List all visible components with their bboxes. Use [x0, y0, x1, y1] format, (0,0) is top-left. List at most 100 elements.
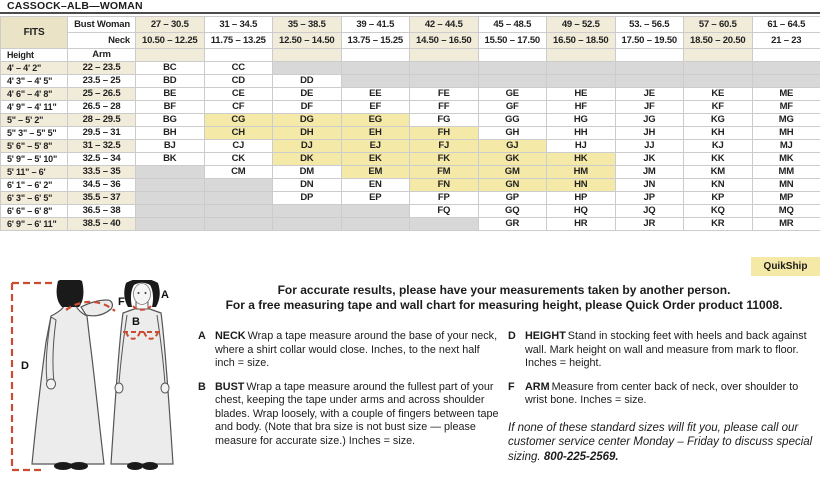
size-cell-DK: DK — [272, 152, 342, 166]
arm-range: 28 – 29.5 — [67, 113, 136, 127]
bust-range: 27 – 30.5 — [135, 16, 205, 33]
empty-cell — [135, 204, 205, 218]
instruction-letter: F — [508, 380, 515, 393]
size-cell-HN: HN — [546, 178, 616, 192]
intro-line-2: For a free measuring tape and wall chart… — [225, 297, 783, 312]
bust-range: 45 – 48.5 — [477, 16, 547, 33]
size-cell-FK: FK — [409, 152, 479, 166]
size-cell-FJ: FJ — [409, 139, 479, 153]
empty-cell — [340, 217, 410, 231]
size-cell-JP: JP — [614, 191, 684, 205]
size-cell-JJ: JJ — [614, 139, 684, 153]
size-cell-BK: BK — [135, 152, 205, 166]
size-cell-JM: JM — [614, 165, 684, 179]
height-range: 4' 6" – 4' 8" — [0, 87, 68, 101]
size-cell-HF: HF — [546, 100, 616, 114]
arm-range: 23.5 – 25 — [67, 74, 136, 88]
note-text: If none of these standard sizes will fit… — [508, 421, 813, 463]
size-cell-JG: JG — [614, 113, 684, 127]
bust-range: 49 – 52.5 — [546, 16, 616, 33]
height-range: 5' 11" – 6' — [0, 165, 68, 179]
bust-range: 31 – 34.5 — [203, 16, 273, 33]
height-range: 4' 9" – 4' 11" — [0, 100, 68, 114]
spacer-cell — [477, 48, 547, 62]
empty-cell — [135, 165, 205, 179]
size-cell-GP: GP — [477, 191, 547, 205]
size-cell-EP: EP — [340, 191, 410, 205]
height-range: 4' – 4' 2" — [0, 61, 68, 75]
height-range: 5' 6" – 5' 8" — [0, 139, 68, 153]
empty-cell — [135, 191, 205, 205]
size-cell-GG: GG — [477, 113, 547, 127]
empty-cell — [340, 74, 410, 88]
size-cell-MR: MR — [751, 217, 820, 231]
size-cell-FH: FH — [409, 126, 479, 140]
size-cell-FN: FN — [409, 178, 479, 192]
height-range: 4' 3" – 4' 5" — [0, 74, 68, 88]
size-cell-CE: CE — [203, 87, 273, 101]
size-cell-DP: DP — [272, 191, 342, 205]
height-measure-line — [10, 281, 54, 472]
figure-label-d: D — [21, 360, 29, 372]
figure-front-view — [110, 280, 174, 470]
spacer-cell — [683, 48, 753, 62]
size-cell-EK: EK — [340, 152, 410, 166]
empty-cell — [203, 191, 273, 205]
size-cell-DD: DD — [272, 74, 342, 88]
size-cell-CC: CC — [203, 61, 273, 75]
spacer-cell — [751, 48, 820, 62]
neck-range: 12.50 – 14.50 — [272, 32, 342, 49]
size-cell-BG: BG — [135, 113, 205, 127]
figure-label-f: F — [118, 296, 125, 308]
size-cell-HJ: HJ — [546, 139, 616, 153]
size-cell-MJ: MJ — [751, 139, 820, 153]
spacer-cell — [203, 48, 273, 62]
size-cell-KE: KE — [683, 87, 753, 101]
size-cell-CH: CH — [203, 126, 273, 140]
size-cell-CM: CM — [203, 165, 273, 179]
size-cell-DJ: DJ — [272, 139, 342, 153]
arm-range: 35.5 – 37 — [67, 191, 136, 205]
instructions-section: D F A B For accurate results, please hav… — [0, 280, 820, 482]
empty-cell — [203, 204, 273, 218]
size-cell-GF: GF — [477, 100, 547, 114]
size-cell-CD: CD — [203, 74, 273, 88]
size-cell-JK: JK — [614, 152, 684, 166]
height-col-label: Height — [0, 48, 68, 62]
empty-cell — [409, 61, 479, 75]
arm-range: 33.5 – 35 — [67, 165, 136, 179]
size-cell-KF: KF — [683, 100, 753, 114]
size-cell-MG: MG — [751, 113, 820, 127]
size-cell-BD: BD — [135, 74, 205, 88]
spacer-cell — [272, 48, 342, 62]
size-cell-JR: JR — [614, 217, 684, 231]
figure-label-a: A — [161, 289, 169, 301]
height-range: 6' 1" – 6' 2" — [0, 178, 68, 192]
size-cell-HH: HH — [546, 126, 616, 140]
size-cell-DG: DG — [272, 113, 342, 127]
empty-cell — [135, 217, 205, 231]
spacer-cell — [340, 48, 410, 62]
size-cell-MP: MP — [751, 191, 820, 205]
arm-range: 31 – 32.5 — [67, 139, 136, 153]
size-cell-FP: FP — [409, 191, 479, 205]
neck-row-label: Neck — [67, 32, 136, 49]
arm-range: 25 – 26.5 — [67, 87, 136, 101]
neck-range: 11.75 – 13.25 — [203, 32, 273, 49]
empty-cell — [340, 61, 410, 75]
empty-cell — [135, 178, 205, 192]
empty-cell — [751, 74, 820, 88]
size-cell-BE: BE — [135, 87, 205, 101]
empty-cell — [546, 61, 616, 75]
instruction-letter: D — [508, 330, 516, 342]
size-cell-FE: FE — [409, 87, 479, 101]
spacer-cell — [409, 48, 479, 62]
height-range: 5" – 5' 2" — [0, 113, 68, 127]
size-cell-GK: GK — [477, 152, 547, 166]
size-cell-MK: MK — [751, 152, 820, 166]
quikship-badge: QuikShip — [751, 257, 820, 276]
size-cell-HK: HK — [546, 152, 616, 166]
size-cell-HR: HR — [546, 217, 616, 231]
empty-cell — [340, 204, 410, 218]
spacer-cell — [614, 48, 684, 62]
